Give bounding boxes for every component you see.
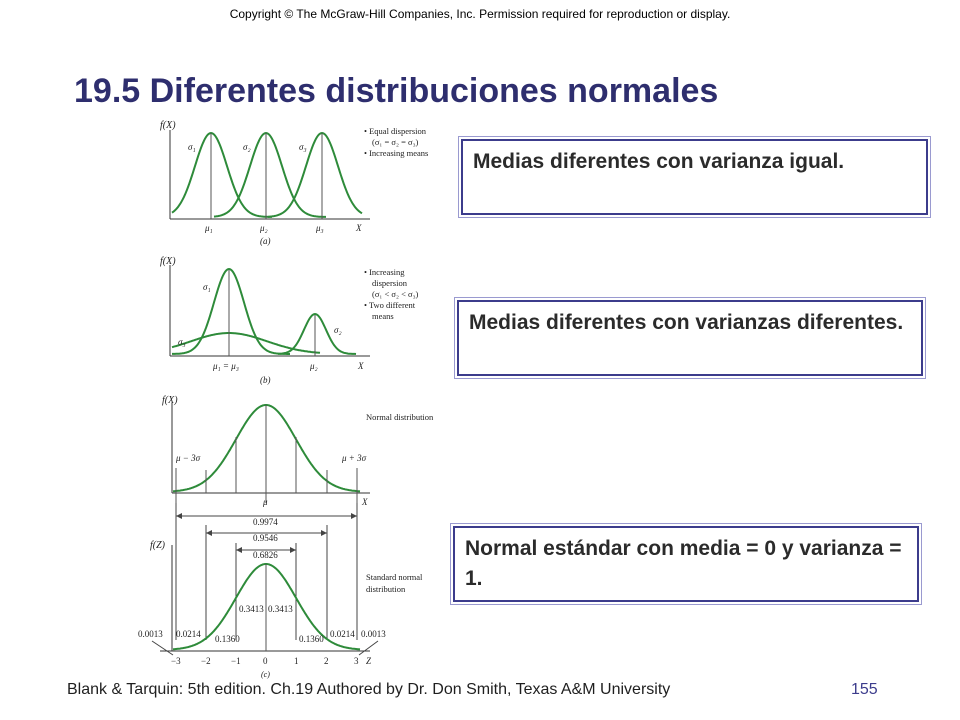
area-pointer-left: [151, 640, 174, 656]
area-label-0.0214-right: 0.0214: [330, 629, 355, 639]
callout-different-variance: Medias diferentes con varianzas diferent…: [454, 297, 926, 379]
panel-a-mu-3: μ₃: [315, 223, 324, 233]
area-label-0.0013-left: 0.0013: [138, 629, 163, 639]
area-label-0.0214-left: 0.0214: [176, 629, 201, 639]
span-arrowhead: [351, 513, 357, 519]
panel-c: f(X) μ − 3σ μ + 3σ μ X Normal distributi…: [138, 395, 434, 679]
area-label-0.3413-right: 0.3413: [268, 604, 293, 614]
span-arrowhead: [176, 513, 182, 519]
panel-a-note-3: • Increasing means: [364, 148, 428, 158]
z-tick-0: 0: [263, 656, 268, 666]
z-tick-minus3: −3: [171, 656, 181, 666]
panel-b-sigma-2: σ₂: [334, 325, 342, 335]
panel-a-mu-1: μ₁: [204, 223, 213, 233]
area-pointer-right: [358, 640, 379, 656]
z-tick-2: 2: [324, 656, 329, 666]
panel-b-caption: (b): [260, 375, 271, 385]
panel-a-curve-1: [171, 131, 272, 218]
z-tick-minus2: −2: [201, 656, 211, 666]
panel-b-xlabel: X: [357, 361, 364, 371]
panel-c-ylabel-bottom: f(Z): [150, 540, 166, 551]
z-tick-minus1: −1: [231, 656, 241, 666]
panel-b-sigma-3: σ₃: [178, 337, 186, 347]
panel-c-standard-label-1: Standard normal: [366, 572, 423, 582]
panel-b-curve-3: [171, 332, 321, 354]
panel-b-curve-1: [172, 267, 290, 355]
span-label-0.6826: 0.6826: [253, 550, 278, 560]
z-tick-1: 1: [294, 656, 299, 666]
area-label-0.0013-right: 0.0013: [361, 629, 386, 639]
slide-title: 19.5 Diferentes distribuciones normales: [74, 72, 719, 110]
panel-a-sigma-2: σ₂: [243, 142, 251, 152]
callout-standard-normal: Normal estándar con media = 0 y varianza…: [450, 523, 922, 605]
panel-a-sigma-3: σ₃: [299, 142, 307, 152]
page-number: 155: [851, 681, 878, 698]
panel-b-curve-2: [277, 312, 357, 355]
panel-c-xlabel-top: X: [361, 497, 368, 507]
panel-a: f(X) σ₁ σ₂ σ₃ μ₁ μ₂ μ₃ X (a) • Equal dis…: [160, 120, 428, 246]
span-label-0.9546: 0.9546: [253, 533, 278, 543]
panel-c-normal-label: Normal distribution: [366, 412, 434, 422]
span-arrowhead: [290, 547, 296, 553]
panel-b-note-3: (σ₁ < σ₂ < σ₃): [372, 289, 419, 299]
span-arrowhead: [236, 547, 242, 553]
panel-b-sigma-1: σ₁: [203, 282, 211, 292]
panel-a-curve-3: [268, 131, 363, 218]
area-label-0.1360-right: 0.1360: [299, 634, 324, 644]
footer-credit: Blank & Tarquin: 5th edition. Ch.19 Auth…: [67, 681, 671, 698]
panel-c-right-label: μ + 3σ: [341, 453, 367, 463]
copyright-notice: Copyright © The McGraw-Hill Companies, I…: [229, 7, 731, 21]
panel-b-note-5: means: [372, 311, 394, 321]
area-label-0.3413-left: 0.3413: [239, 604, 264, 614]
panel-b-note-1: • Increasing: [364, 267, 405, 277]
panel-c-mu-label: μ: [262, 497, 268, 507]
panel-b-mu-2: μ₂: [309, 361, 318, 371]
panel-c-left-label: μ − 3σ: [175, 453, 201, 463]
panel-a-note-1: • Equal dispersion: [364, 126, 427, 136]
panel-b-mu-13: μ₁ = μ₃: [212, 361, 239, 371]
span-arrowhead: [321, 530, 327, 536]
panel-a-note-2: (σ₁ = σ₂ = σ₃): [372, 137, 419, 147]
panel-c-xlabel-bottom: Z: [366, 656, 372, 666]
panel-c-caption: (c): [261, 670, 270, 679]
panel-c-standard-label-2: distribution: [366, 584, 406, 594]
panel-b-ylabel: f(X): [160, 256, 176, 267]
panel-a-xlabel: X: [355, 223, 362, 233]
panel-a-mu-2: μ₂: [259, 223, 268, 233]
panel-a-curve-2: [213, 131, 326, 218]
panel-a-sigma-1: σ₁: [188, 142, 196, 152]
panel-c-ylabel-top: f(X): [162, 395, 178, 406]
panel-b-note-4: • Two different: [364, 300, 416, 310]
area-label-0.1360-left: 0.1360: [215, 634, 240, 644]
panel-b: f(X) σ₁ σ₂ σ₃ μ₁ = μ₃ μ₂ X (b) • Increas…: [160, 256, 419, 385]
panel-a-ylabel: f(X): [160, 120, 176, 131]
span-arrowhead: [206, 530, 212, 536]
span-label-0.9974: 0.9974: [253, 517, 278, 527]
panel-b-note-2: dispersion: [372, 278, 408, 288]
z-tick-3: 3: [354, 656, 359, 666]
callout-equal-variance: Medias diferentes con varianza igual.: [458, 136, 931, 218]
panel-a-caption: (a): [260, 236, 271, 246]
